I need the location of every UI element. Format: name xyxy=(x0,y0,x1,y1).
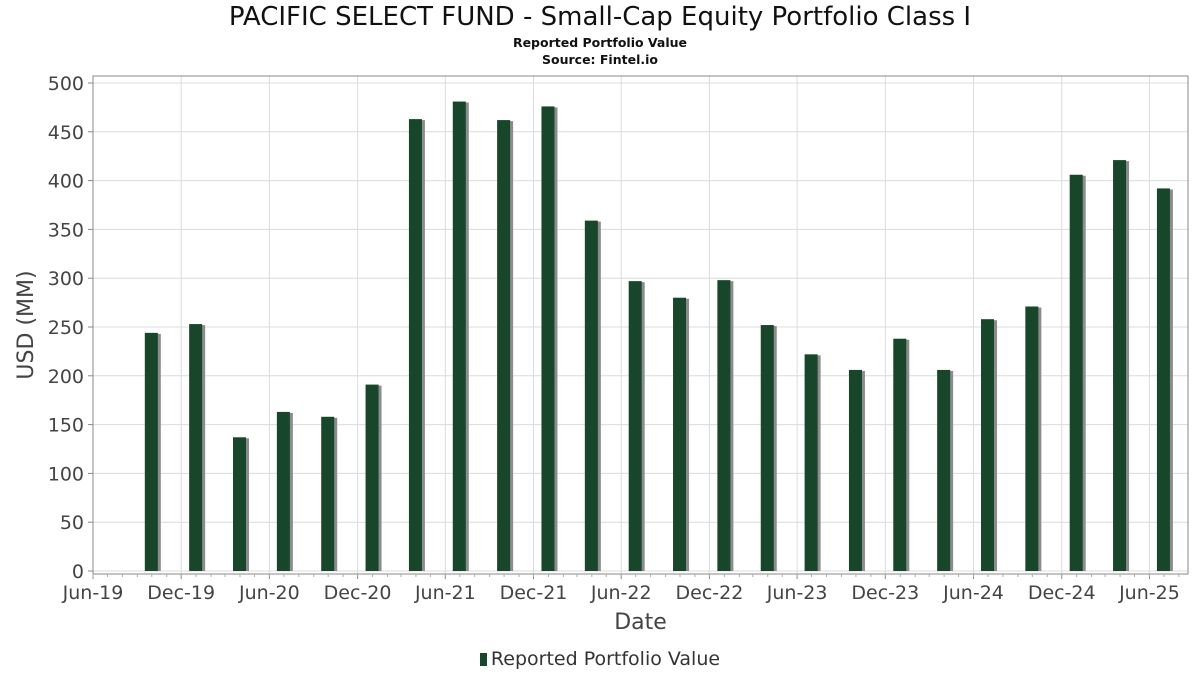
y-tick-label: 150 xyxy=(48,415,84,437)
bar xyxy=(144,332,158,571)
bar xyxy=(937,369,951,571)
bar xyxy=(628,281,642,571)
y-tick-label: 400 xyxy=(48,171,84,193)
bar xyxy=(452,101,466,571)
bar xyxy=(1156,188,1170,571)
x-tick-label: Dec-23 xyxy=(851,582,919,604)
x-tick-label: Dec-22 xyxy=(676,582,744,604)
x-tick-label: Jun-25 xyxy=(1118,582,1180,604)
chart-source: Source: Fintel.io xyxy=(542,52,658,67)
bar xyxy=(541,106,555,571)
x-tick-label: Jun-24 xyxy=(942,582,1004,604)
bar xyxy=(804,354,818,571)
bar-layer xyxy=(144,101,1173,571)
y-tick-label: 100 xyxy=(48,463,84,485)
bar xyxy=(189,324,203,571)
plot-area xyxy=(92,75,1189,575)
x-axis-title: Date xyxy=(614,610,667,635)
bar xyxy=(673,297,687,571)
bar xyxy=(760,325,774,571)
bar xyxy=(276,411,290,571)
y-axis-title: USD (MM) xyxy=(14,270,39,379)
y-tick-label: 450 xyxy=(48,122,84,144)
legend: Reported Portfolio Value xyxy=(0,648,1200,670)
y-tick-label: 50 xyxy=(60,512,84,534)
legend-swatch xyxy=(479,653,487,666)
x-tick-label: Jun-20 xyxy=(238,582,300,604)
chart-svg: 0 50 100 150 200 250 300 350 400 450 500 Jun-19 Dec-… xyxy=(14,73,1189,635)
x-tick-label: Jun-19 xyxy=(62,582,124,604)
x-tick-label: Dec-20 xyxy=(324,582,392,604)
x-tick-label: Dec-24 xyxy=(1028,582,1096,604)
bar xyxy=(408,119,422,571)
bar xyxy=(1113,160,1127,571)
legend-label: Reported Portfolio Value xyxy=(490,648,721,670)
x-tick-label: Dec-19 xyxy=(147,582,215,604)
bar xyxy=(497,120,511,571)
x-tick-label: Jun-21 xyxy=(414,582,476,604)
y-tick-label: 350 xyxy=(48,219,84,241)
bar xyxy=(1069,174,1083,571)
axis-layer: 0 50 100 150 200 250 300 350 400 450 500 Jun-19 Dec-… xyxy=(48,73,1180,604)
x-tick-label: Jun-22 xyxy=(590,582,652,604)
bar xyxy=(1025,306,1039,571)
bar xyxy=(981,319,995,571)
chart-title: PACIFIC SELECT FUND - Small-Cap Equity P… xyxy=(228,2,972,32)
x-tick-label: Jun-23 xyxy=(766,582,828,604)
bar xyxy=(848,369,862,571)
bar xyxy=(717,280,731,571)
y-tick-label: 300 xyxy=(48,268,84,290)
x-tick-label: Dec-21 xyxy=(500,582,568,604)
bar xyxy=(584,220,598,571)
y-tick-label: 0 xyxy=(72,561,84,583)
bar xyxy=(233,437,247,571)
bar xyxy=(893,338,907,571)
bar xyxy=(365,384,379,571)
y-tick-label: 250 xyxy=(48,317,84,339)
y-tick-label: 500 xyxy=(48,73,84,95)
chart-subtitle: Reported Portfolio Value xyxy=(512,35,688,50)
y-tick-label: 200 xyxy=(48,366,84,388)
bar xyxy=(321,416,335,571)
